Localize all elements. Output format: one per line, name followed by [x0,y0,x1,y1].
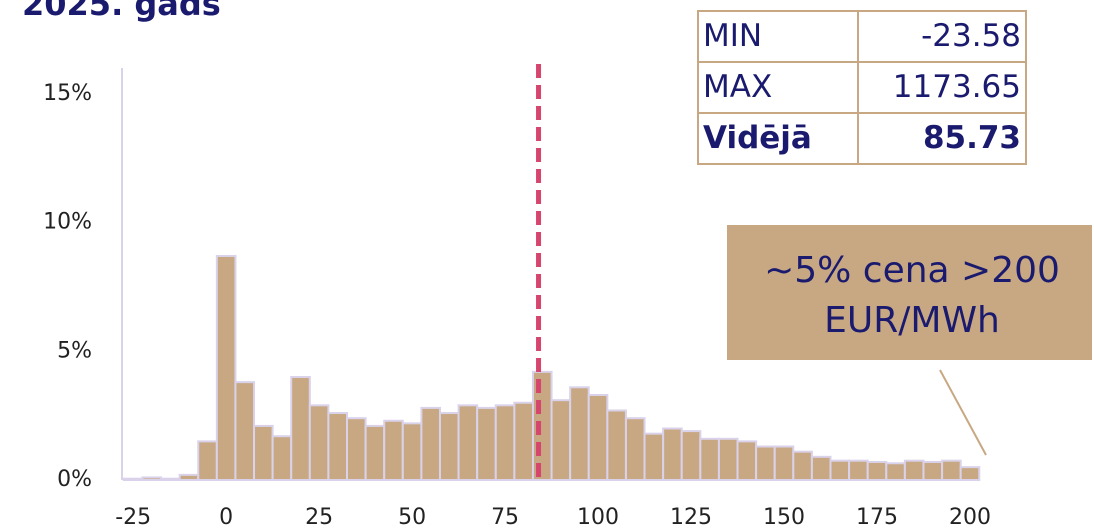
bar [903,459,925,481]
x-tick-label: 25 [305,505,333,530]
stats-table: MIN -23.58 MAX 1173.65 Vidējā 85.73 [697,10,1027,165]
bar [401,422,423,482]
table-cell: MIN [697,10,859,63]
y-tick-label: 0% [57,467,92,492]
bar [438,412,460,481]
bar [234,381,256,481]
bar [160,477,181,481]
bar [178,473,200,482]
bar [420,406,441,481]
y-tick-label: 5% [57,338,92,363]
bar [494,404,516,482]
bar [773,445,795,481]
bar [383,419,404,481]
annotation-text: EUR/MWh [824,300,1000,341]
y-tick-label: 15% [43,81,92,106]
bar [346,417,367,482]
x-tick-label: -25 [115,505,151,530]
bar [848,459,869,481]
bar [197,440,218,481]
x-tick-label: 75 [491,505,519,530]
x-tick-label: 150 [763,505,805,530]
x-tick-label: 200 [949,505,991,530]
bar [941,459,962,481]
bar [866,460,888,482]
bar [624,417,646,482]
bar [587,394,609,481]
bar [662,427,683,481]
bar [699,437,720,481]
bar [643,432,665,481]
table-row: Vidējā 85.73 [697,112,1027,165]
bar [531,370,553,482]
bar [569,386,590,481]
table-cell: 1173.65 [857,61,1027,114]
x-tick-label: 175 [856,505,898,530]
table-row: MAX 1173.65 [697,61,1027,114]
bar [364,424,386,481]
bar [959,466,981,481]
y-tick-label: 10% [43,210,92,235]
bar [513,401,534,481]
bar [271,435,293,482]
bar [736,440,758,481]
bar [457,404,479,482]
bar [308,404,330,482]
x-tick-label: 0 [219,505,233,530]
annotation-text: ~5% cena >200 [764,250,1060,291]
bar [550,399,572,481]
bar [476,406,497,481]
bar [792,450,813,481]
bar [122,477,144,481]
chart-title: 2025. gads [22,0,221,23]
bar [885,462,906,482]
bar [327,412,349,481]
bar [717,437,739,481]
annotation-pointer [939,369,987,456]
bar [755,445,776,481]
table-row: MIN -23.58 [697,10,1027,63]
bar [829,459,851,481]
x-tick-label: 125 [670,505,712,530]
table-cell: Vidējā [697,112,859,165]
x-tick-label: 50 [398,505,426,530]
table-cell: MAX [697,61,859,114]
x-tick-label: 100 [577,505,619,530]
bar [141,476,163,481]
bar [290,376,311,481]
table-cell: -23.58 [857,10,1027,63]
bar [215,254,237,481]
bar [810,455,832,482]
annotation-box [727,225,1092,360]
bar [606,409,627,482]
bar [922,460,944,482]
bar [680,430,702,482]
table-cell: 85.73 [857,112,1027,165]
bar [253,424,274,481]
